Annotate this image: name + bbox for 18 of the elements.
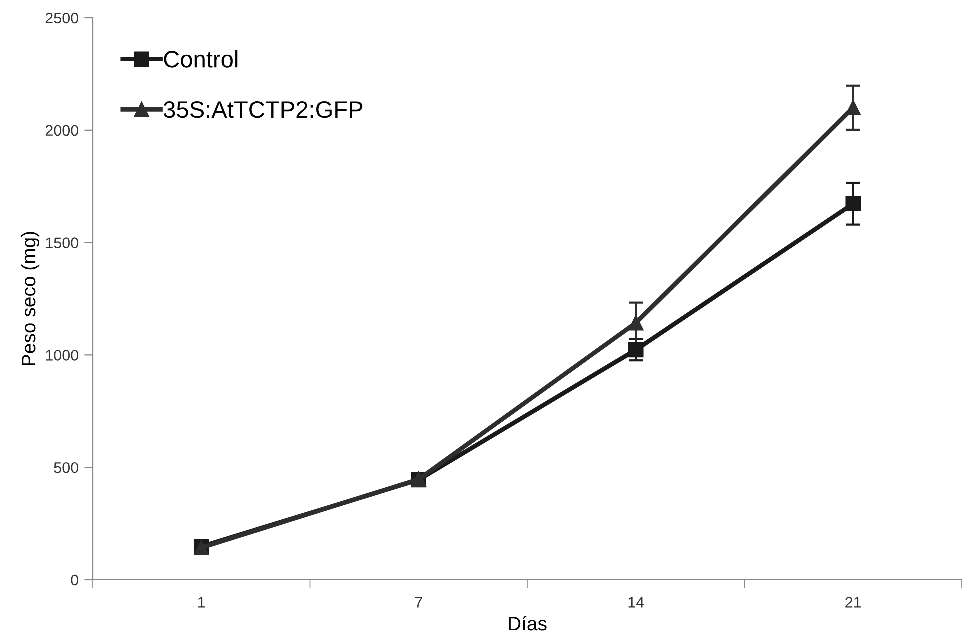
x-tick-label: 21 xyxy=(846,597,862,608)
y-tick-label: 1500 xyxy=(46,238,79,248)
y-tick-label: 0 xyxy=(71,574,79,586)
y-tick-label: 1000 xyxy=(46,350,79,361)
y-tick-label: 500 xyxy=(54,462,79,474)
legend-label: Control xyxy=(164,50,238,68)
x-tick-label: 1 xyxy=(198,597,206,608)
y-axis-title: Peso seco (mg) xyxy=(21,232,40,366)
x-tick-label: 14 xyxy=(628,597,644,608)
legend-label: 35S:AtTCTP2:GFP xyxy=(164,101,363,118)
point xyxy=(846,196,862,212)
x-axis-title: Días xyxy=(509,616,547,631)
y-tick-label: 2000 xyxy=(46,125,79,136)
y-tick-label: 2500 xyxy=(46,12,79,24)
point xyxy=(846,100,862,116)
x-tick-label: 7 xyxy=(415,597,422,608)
point xyxy=(628,315,644,331)
point xyxy=(628,342,644,358)
